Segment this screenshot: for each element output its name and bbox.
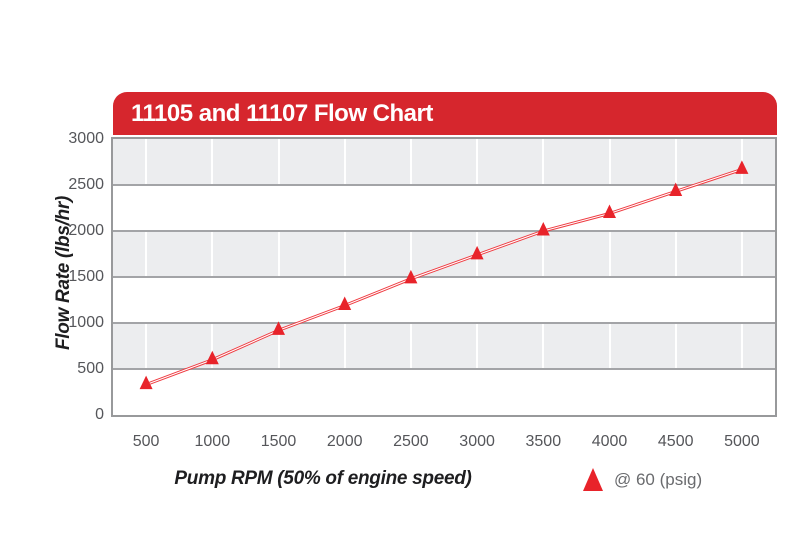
data-point-triangle-marker: [536, 222, 550, 236]
x-tick-label: 4000: [591, 433, 628, 450]
x-tick-label: 500: [132, 433, 160, 450]
legend: @ 60 (psig): [583, 468, 702, 491]
x-axis-title: Pump RPM (50% of engine speed): [174, 468, 472, 489]
data-point-triangle-marker: [404, 269, 418, 284]
plot-band: [113, 139, 775, 185]
plot-band: [113, 277, 775, 323]
horizontal-gridline: [113, 230, 775, 232]
y-tick-label: 500: [77, 360, 104, 377]
plot-band: [113, 323, 775, 369]
x-tick-label: 1000: [194, 433, 231, 450]
data-point-triangle-marker: [139, 375, 153, 390]
y-tick-label: 1500: [68, 268, 104, 285]
plot-band: [113, 185, 775, 231]
legend-triangle-icon: [583, 468, 603, 491]
series-layer: [139, 160, 749, 390]
chart-title-banner: 11105 and 11107 Flow Chart: [113, 92, 777, 135]
plot-area: [111, 137, 777, 417]
horizontal-gridline: [113, 322, 775, 324]
x-tick-label: 3000: [459, 433, 495, 450]
data-point-triangle-marker: [272, 321, 285, 335]
y-tick-label: 0: [95, 406, 104, 423]
data-point-triangle-marker: [470, 245, 484, 260]
plot-band: [113, 369, 775, 415]
y-tick-label: 2500: [68, 176, 104, 193]
data-point-triangle-marker: [338, 296, 352, 311]
plot-band: [113, 231, 775, 277]
x-tick-label: 5000: [724, 433, 760, 450]
data-point-triangle-marker: [735, 160, 749, 174]
x-tick-label: 1500: [260, 433, 297, 450]
chart-title: 11105 and 11107 Flow Chart: [131, 99, 433, 127]
data-point-triangle-marker: [603, 204, 616, 219]
x-tick-label: 3500: [525, 433, 562, 450]
x-tick-label: 2000: [326, 433, 363, 450]
y-axis-title: Flow Rate (lbs/hr): [53, 196, 74, 350]
series-line: [145, 167, 743, 387]
y-tick-label: 1000: [68, 314, 104, 331]
y-tick-label: 2000: [68, 222, 104, 239]
horizontal-gridline: [113, 184, 775, 186]
x-tick-label: 4500: [657, 433, 694, 450]
legend-label: @ 60 (psig): [614, 469, 703, 489]
horizontal-gridline: [113, 368, 775, 370]
data-point-triangle-marker: [669, 182, 683, 196]
x-tick-label: 2500: [393, 433, 429, 450]
horizontal-gridline: [113, 276, 775, 278]
y-tick-label: 3000: [68, 130, 104, 147]
series-line-core: [145, 168, 743, 386]
data-point-triangle-marker: [205, 350, 219, 365]
